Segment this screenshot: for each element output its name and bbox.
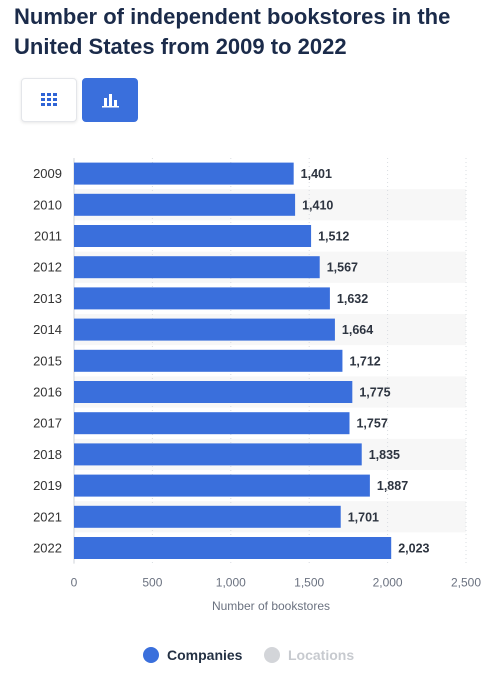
bar-value-label: 1,701 — [348, 510, 379, 524]
x-tick-label: 2,000 — [373, 576, 403, 590]
bar-value-label: 1,664 — [342, 323, 373, 337]
bar-value-label: 1,775 — [359, 386, 390, 400]
table-view-button[interactable] — [21, 78, 77, 122]
y-category-label: 2015 — [33, 353, 62, 368]
legend: Companies Locations — [0, 642, 493, 668]
x-tick-label: 500 — [142, 576, 162, 590]
bar-2010[interactable] — [74, 193, 296, 216]
y-category-label: 2018 — [33, 447, 62, 462]
x-tick-label: 1,500 — [294, 576, 324, 590]
y-category-label: 2019 — [33, 478, 62, 493]
y-category-label: 2022 — [33, 541, 62, 556]
bar-2015[interactable] — [74, 349, 343, 372]
bar-2021[interactable] — [74, 505, 341, 528]
bar-chart-icon — [102, 94, 119, 108]
y-category-label: 2009 — [33, 166, 62, 181]
bar-value-label: 1,712 — [349, 354, 380, 368]
y-category-label: 2010 — [33, 197, 62, 212]
grid-icon — [41, 93, 57, 106]
legend-dot-locations — [264, 647, 280, 663]
bar-2016[interactable] — [74, 381, 353, 403]
x-tick-label: 2,500 — [451, 576, 481, 590]
bar-value-label: 2,023 — [398, 542, 429, 556]
x-axis-title: Number of bookstores — [212, 599, 330, 613]
bar-value-label: 1,835 — [369, 448, 400, 462]
bar-2014[interactable] — [74, 318, 335, 341]
y-category-label: 2013 — [33, 291, 62, 306]
y-category-label: 2021 — [33, 509, 62, 524]
y-category-label: 2017 — [33, 416, 62, 431]
bar-value-label: 1,410 — [302, 198, 333, 212]
legend-label-locations: Locations — [288, 647, 355, 663]
bar-chart: 1,401 1,410 1,512 1,567 1,632 1,664 1,712 1,775… — [33, 158, 481, 613]
y-category-label: 2011 — [34, 229, 62, 244]
bar-2013[interactable] — [74, 287, 330, 310]
bar-2011[interactable] — [74, 225, 312, 247]
y-category-label: 2012 — [33, 260, 62, 275]
bar-2019[interactable] — [74, 474, 370, 497]
bar-2022[interactable] — [74, 537, 392, 559]
bar-2009[interactable] — [74, 162, 294, 185]
chart-view-button[interactable] — [82, 78, 138, 122]
legend-label-companies: Companies — [167, 647, 243, 663]
bar-2018[interactable] — [74, 443, 362, 466]
chart-title: Number of independent bookstores in the … — [14, 4, 451, 59]
legend-dot-companies — [143, 647, 159, 663]
bar-value-label: 1,757 — [356, 417, 387, 431]
bar-value-label: 1,401 — [301, 167, 332, 181]
bar-value-label: 1,632 — [337, 292, 368, 306]
y-category-label: 2014 — [33, 322, 62, 337]
x-tick-label: 0 — [71, 576, 78, 590]
bar-2012[interactable] — [74, 256, 320, 279]
bar-value-label: 1,887 — [377, 479, 408, 493]
x-tick-label: 1,000 — [216, 576, 246, 590]
bar-value-label: 1,512 — [318, 230, 349, 244]
bar-2017[interactable] — [74, 412, 350, 435]
bar-value-label: 1,567 — [327, 261, 358, 275]
y-category-label: 2016 — [33, 385, 62, 400]
